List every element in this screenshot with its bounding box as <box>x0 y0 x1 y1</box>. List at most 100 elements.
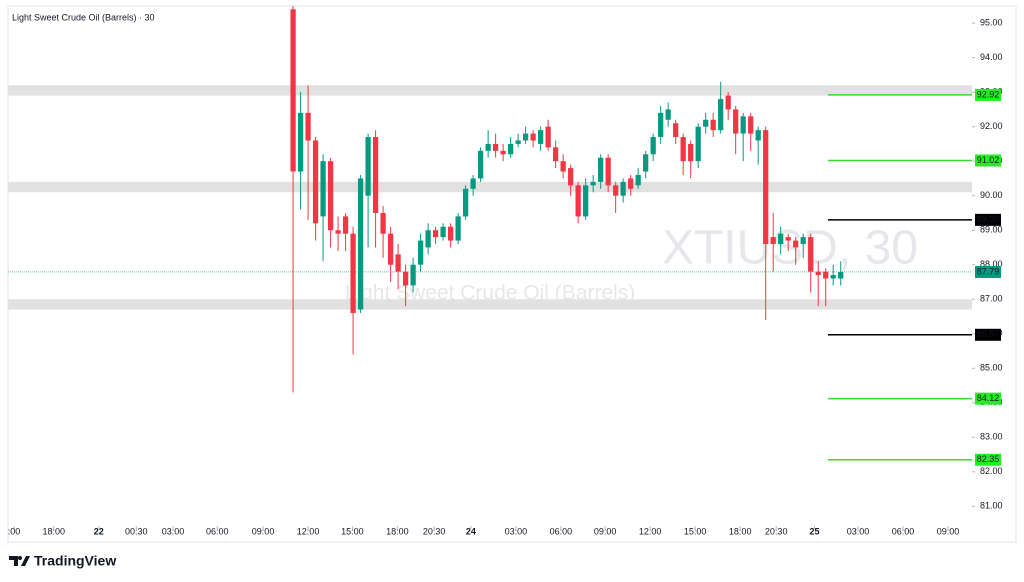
candle-body <box>808 237 814 272</box>
candle-body <box>703 119 709 127</box>
candle-body <box>342 216 349 234</box>
candle-body <box>523 133 529 141</box>
candle-body <box>733 109 739 134</box>
candle-body <box>583 185 589 217</box>
candle-body <box>635 174 641 186</box>
y-tick-label: 90.00 <box>980 190 1003 200</box>
watermark: XTIUSD, 30 <box>662 222 918 275</box>
zone <box>8 299 972 310</box>
x-tick-label: 12:00 <box>639 526 662 536</box>
candle-body <box>387 233 394 265</box>
x-tick-label: 24 <box>466 526 476 536</box>
level-badge <box>975 154 1001 167</box>
candle-body <box>823 271 829 279</box>
candle-body <box>470 178 476 189</box>
y-tick-label: 94.00 <box>980 52 1003 62</box>
watermark-subtitle: Light Sweet Crude Oil (Barrels) <box>345 282 636 305</box>
chart-title: Light Sweet Crude Oil (Barrels) · 30 <box>12 12 155 22</box>
x-tick-label: 18:00 <box>42 526 65 536</box>
candle-body <box>297 112 304 172</box>
x-tick-label: 03:00 <box>162 526 185 536</box>
x-tick-label: 03:00 <box>505 526 528 536</box>
candle-body <box>508 143 514 155</box>
candle-body <box>545 126 551 148</box>
candle-body <box>628 178 634 189</box>
candle-body <box>785 237 791 241</box>
x-tick-label: :00 <box>8 526 21 536</box>
level-label: 85.97 <box>977 329 1000 339</box>
y-tick-label: 88.00 <box>980 259 1003 269</box>
candle-body <box>350 233 356 314</box>
x-tick-label: 09:00 <box>594 526 617 536</box>
x-tick-label: 22 <box>94 526 104 536</box>
candle-body <box>395 254 401 272</box>
y-tick-label: 82.00 <box>980 466 1003 476</box>
candle-body <box>838 271 844 279</box>
candle-body <box>485 143 491 151</box>
candle-body <box>688 143 694 162</box>
candle-body <box>425 230 431 248</box>
x-tick-label: 06:00 <box>892 526 915 536</box>
x-tick-label: 15:00 <box>684 526 707 536</box>
candle-body <box>477 150 484 179</box>
candle-body <box>658 112 664 138</box>
candle-body <box>770 237 776 245</box>
candle-body <box>327 161 334 231</box>
candle-body <box>402 271 409 286</box>
level-label: 89.30 <box>977 214 1000 224</box>
candle-body <box>740 116 746 134</box>
last-price-badge <box>975 265 1001 278</box>
candle-body <box>793 240 799 248</box>
candle-body <box>455 216 461 241</box>
y-tick-label: 83.00 <box>980 432 1003 442</box>
candle-body <box>778 233 784 245</box>
candle-body <box>718 99 724 131</box>
brand-logo <box>9 556 30 566</box>
x-tick-label: 06:00 <box>206 526 229 536</box>
y-tick-label: 81.00 <box>980 501 1003 511</box>
y-tick-label: 87.00 <box>980 294 1003 304</box>
candle-body <box>673 123 679 138</box>
candle-body <box>590 181 596 186</box>
candle-body <box>710 119 716 131</box>
candle-body <box>312 140 319 224</box>
x-tick-label: 20:30 <box>765 526 788 536</box>
candle-body <box>560 161 566 172</box>
x-tick-label: 18:00 <box>729 526 752 536</box>
level-badge <box>975 88 1001 101</box>
zone <box>8 181 972 193</box>
candle-body <box>365 137 371 196</box>
x-tick-label: 12:00 <box>297 526 320 536</box>
candle-body <box>432 230 439 238</box>
candle-body <box>665 109 671 120</box>
candle-body <box>598 157 604 182</box>
x-tick-label: 09:00 <box>252 526 275 536</box>
y-tick-label: 92.00 <box>980 121 1003 131</box>
candle-body <box>372 137 379 213</box>
candle-body <box>305 112 311 141</box>
level-badge <box>975 453 1001 466</box>
candle-body <box>440 226 446 238</box>
level-label: 92.92 <box>977 89 1000 99</box>
candle-body <box>575 185 581 217</box>
x-tick-label: 06:00 <box>550 526 573 536</box>
y-tick-label: 95.00 <box>980 17 1003 27</box>
candle-body <box>515 140 521 144</box>
level-label: 84.12 <box>977 393 1000 403</box>
x-tick-label: 09:00 <box>937 526 960 536</box>
candle-body <box>538 130 544 144</box>
candle-body <box>417 240 424 265</box>
brand-name: TradingView <box>34 553 116 569</box>
candle-body <box>320 161 326 217</box>
x-tick-label: 25 <box>809 526 819 536</box>
candle-body <box>410 264 416 286</box>
candle-body <box>605 157 611 186</box>
candle-body <box>290 9 296 172</box>
zone <box>8 85 972 96</box>
candle-body <box>568 168 574 186</box>
candle-body <box>380 212 386 234</box>
x-tick-label: 18:00 <box>386 526 409 536</box>
candle-body <box>800 237 806 245</box>
x-tick-label: 20:30 <box>423 526 446 536</box>
